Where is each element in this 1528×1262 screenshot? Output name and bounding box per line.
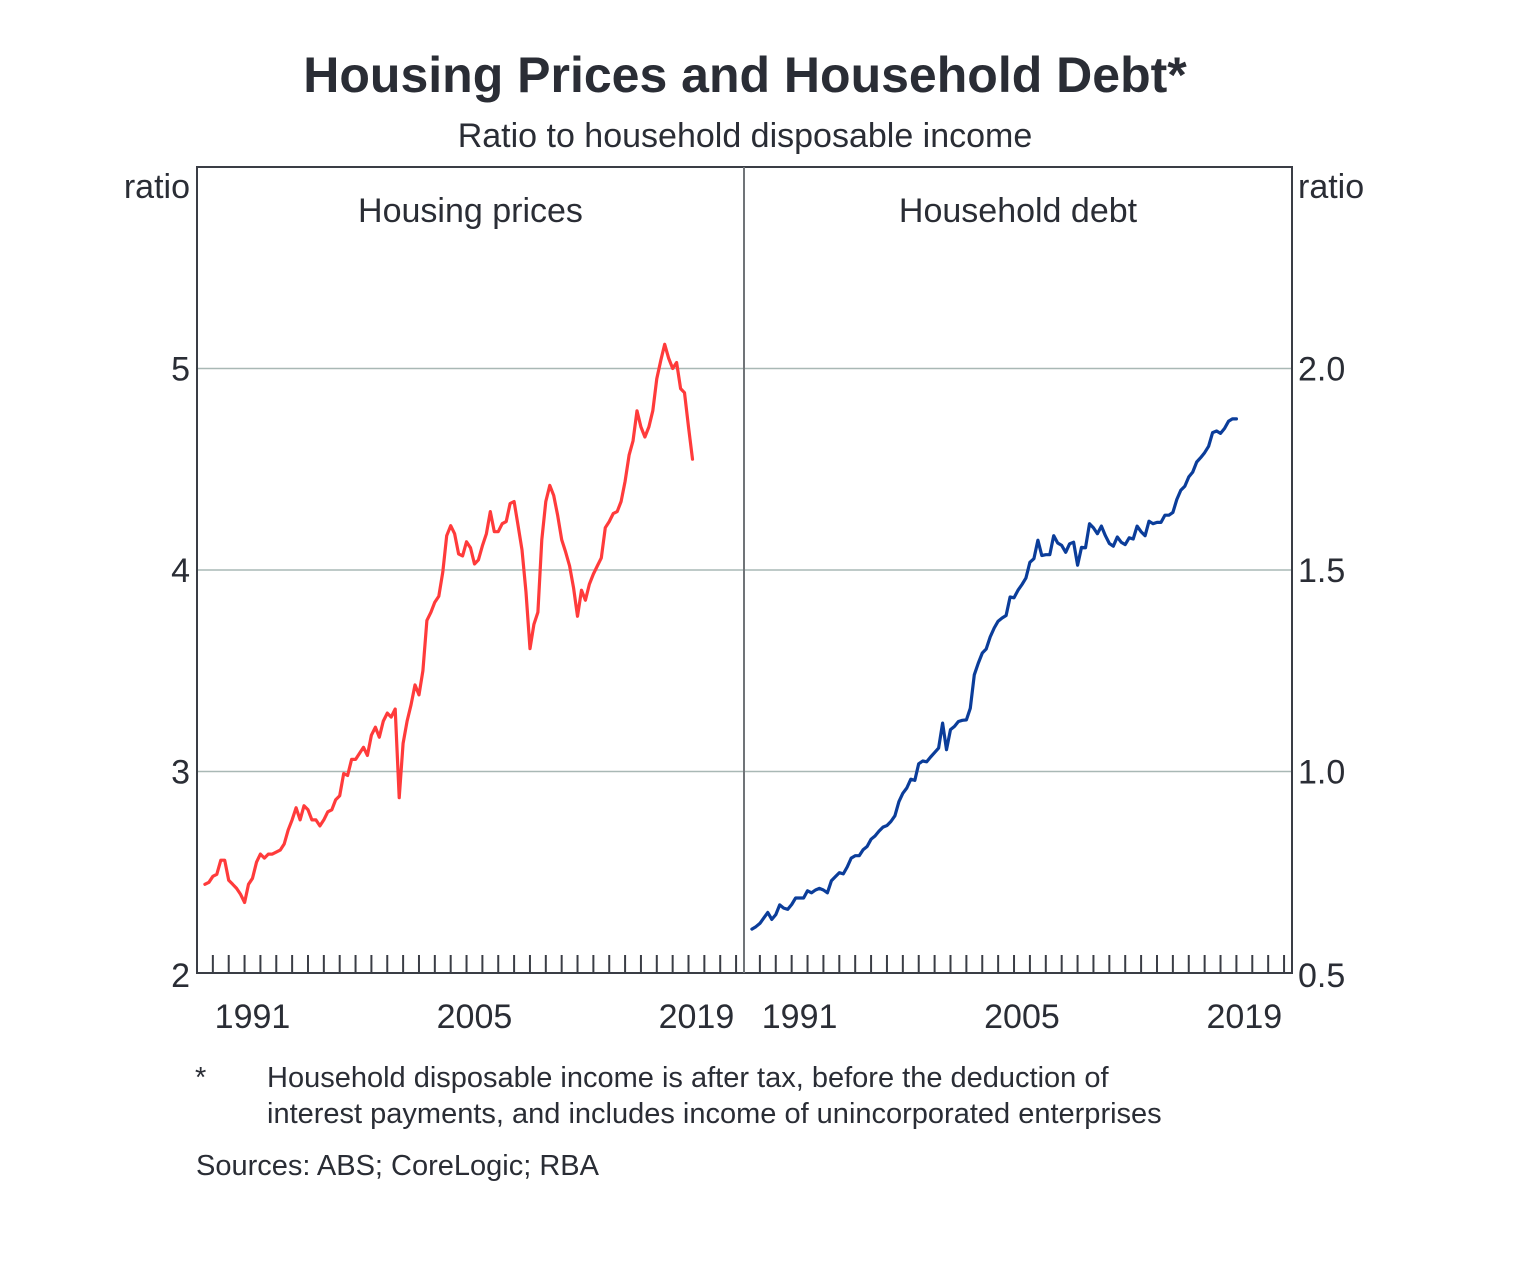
- axis-labels: Housing prices 2 3 4 5 ratio 1991 2005 2019 House…: [124, 168, 1364, 1036]
- axes: [196, 166, 1293, 974]
- series-line-housing-prices: [203, 342, 695, 905]
- y-tick-label-left-0: 2: [171, 957, 190, 995]
- footnote-line-1: Household disposable income is after tax…: [267, 1062, 1109, 1094]
- series-lines: [203, 342, 1238, 931]
- series-line-household-debt: [750, 417, 1238, 931]
- y-tick-label-right-3: 2.0: [1298, 351, 1345, 389]
- x-tick-label-right-1991: 1991: [762, 998, 838, 1036]
- chart-title: Housing Prices and Household Debt*: [303, 47, 1187, 103]
- y-tick-label-left-3: 5: [171, 351, 190, 389]
- panel-title-household-debt: Household debt: [899, 192, 1138, 230]
- x-tick-label-left-2019: 2019: [659, 998, 735, 1036]
- footnote-line-2: interest payments, and includes income o…: [267, 1098, 1162, 1130]
- footnote-marker: *: [195, 1062, 207, 1094]
- sources-note: Sources: ABS; CoreLogic; RBA: [196, 1150, 599, 1182]
- y-tick-label-right-0: 0.5: [1298, 957, 1345, 995]
- panel-title-housing-prices: Housing prices: [358, 192, 583, 230]
- gridlines: [197, 367, 1292, 773]
- y-axis-label-left: ratio: [124, 168, 190, 206]
- x-tick-label-left-2005: 2005: [437, 998, 513, 1036]
- y-tick-label-left-1: 3: [171, 754, 190, 792]
- x-tick-label-right-2005: 2005: [984, 998, 1060, 1036]
- y-tick-label-left-2: 4: [171, 552, 190, 590]
- x-tick-label-right-2019: 2019: [1207, 998, 1283, 1036]
- y-tick-label-right-2: 1.5: [1298, 552, 1345, 590]
- y-tick-label-right-1: 1.0: [1298, 754, 1345, 792]
- x-tick-label-left-1991: 1991: [215, 998, 291, 1036]
- y-axis-label-right: ratio: [1298, 168, 1364, 206]
- chart-subtitle: Ratio to household disposable income: [457, 117, 1033, 155]
